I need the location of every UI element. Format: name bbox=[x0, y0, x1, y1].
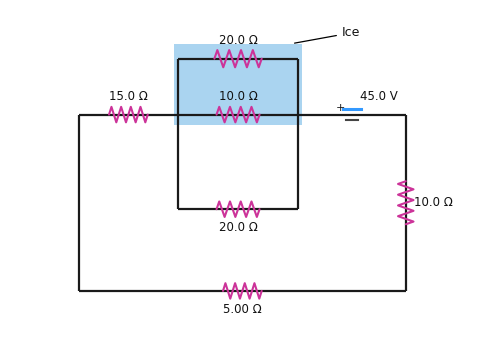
Text: 45.0 V: 45.0 V bbox=[359, 90, 397, 103]
Bar bbox=[174, 44, 301, 125]
Text: +: + bbox=[335, 103, 344, 113]
Text: 20.0 Ω: 20.0 Ω bbox=[218, 34, 257, 47]
Text: 20.0 Ω: 20.0 Ω bbox=[218, 221, 257, 234]
Text: 10.0 Ω: 10.0 Ω bbox=[218, 90, 257, 103]
Text: 15.0 Ω: 15.0 Ω bbox=[109, 90, 147, 103]
Text: 5.00 Ω: 5.00 Ω bbox=[223, 303, 261, 316]
Text: 10.0 Ω: 10.0 Ω bbox=[413, 196, 451, 209]
Text: Ice: Ice bbox=[341, 26, 359, 39]
